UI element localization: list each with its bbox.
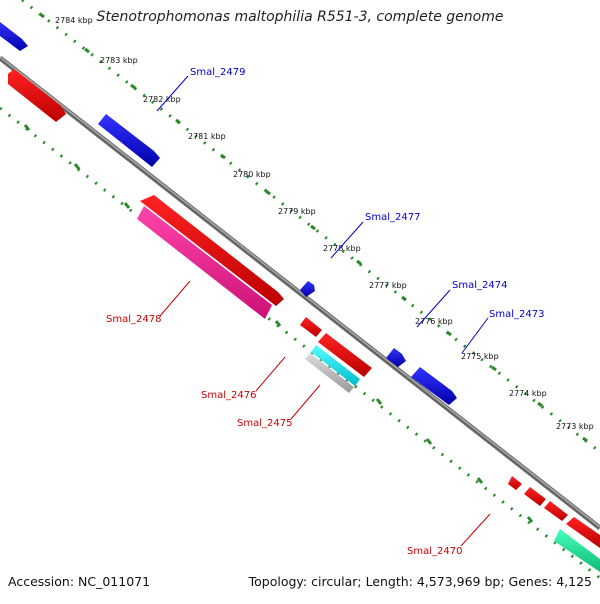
- scale-label: 2774 kbp: [509, 389, 547, 398]
- gene-arrow-smal-2470[interactable]: [554, 529, 600, 572]
- scale-label: 2784 kbp: [55, 16, 93, 25]
- leader-lines: [156, 75, 491, 547]
- gene-arrow-smal-2478[interactable]: [137, 206, 272, 319]
- scale-label: 2773 kbp: [556, 422, 594, 431]
- scale-label: 2783 kbp: [100, 56, 138, 65]
- gene-label-smal-2474[interactable]: Smal_2474: [452, 280, 507, 291]
- gene-labels: Smal_2479 Smal_2477 Smal_2474 Smal_2473 …: [106, 67, 544, 557]
- gene-arrow[interactable]: [566, 517, 600, 548]
- scale-label: 2782 kbp: [143, 95, 181, 104]
- gene-arrow[interactable]: [300, 317, 322, 337]
- scale-label: 2777 kbp: [369, 281, 407, 290]
- inner-scale-track: [0, 106, 600, 580]
- accession-text: Accession: NC_011071: [8, 574, 151, 589]
- genome-summary-text: Topology: circular; Length: 4,573,969 bp…: [248, 574, 592, 589]
- scale-labels: 2784 kbp 2783 kbp 2782 kbp 2781 kbp 2780…: [55, 16, 594, 431]
- gene-label-smal-2477[interactable]: Smal_2477: [365, 212, 420, 223]
- gene-label-smal-2476[interactable]: Smal_2476: [201, 390, 256, 401]
- scale-label: 2779 kbp: [278, 207, 316, 216]
- gene-label-smal-2475[interactable]: Smal_2475: [237, 418, 292, 429]
- gene-arrow-smal-2473[interactable]: [411, 367, 457, 405]
- gene-arrow[interactable]: [8, 69, 66, 122]
- gene-arrow-smal-2477[interactable]: [300, 281, 315, 297]
- gene-arrow[interactable]: [508, 476, 522, 490]
- outer-scale-track: [21, 0, 600, 454]
- gene-label-smal-2478[interactable]: Smal_2478: [106, 314, 161, 325]
- gene-arrow-smal-2476[interactable]: [318, 333, 372, 377]
- scale-label: 2778 kbp: [323, 244, 361, 253]
- map-title: Stenotrophomonas maltophilia R551-3, com…: [96, 9, 504, 25]
- gene-arrow[interactable]: [140, 195, 284, 306]
- gene-arrow[interactable]: [544, 501, 568, 521]
- gene-arrow-smal-2479[interactable]: [98, 114, 160, 167]
- gene-arrow-smal-2475[interactable]: [311, 345, 360, 386]
- gene-label-smal-2470[interactable]: Smal_2470: [407, 546, 462, 557]
- inner-major-ticks: [23, 124, 534, 523]
- genome-backbone: [0, 56, 600, 530]
- scale-label: 2775 kbp: [461, 352, 499, 361]
- scale-label: 2781 kbp: [188, 132, 226, 141]
- scale-label: 2776 kbp: [415, 317, 453, 326]
- gene-arrow[interactable]: [524, 487, 546, 506]
- gene-arrow[interactable]: [0, 22, 28, 51]
- outer-major-ticks: [39, 12, 588, 443]
- gene-label-smal-2473[interactable]: Smal_2473: [489, 309, 544, 320]
- scale-label: 2780 kbp: [233, 170, 271, 179]
- gene-label-smal-2479[interactable]: Smal_2479: [190, 67, 245, 78]
- gene-arrow-smal-2474[interactable]: [386, 348, 406, 367]
- reverse-genes: [8, 69, 600, 548]
- forward-genes: [0, 22, 457, 405]
- gene-arrow[interactable]: [305, 353, 354, 393]
